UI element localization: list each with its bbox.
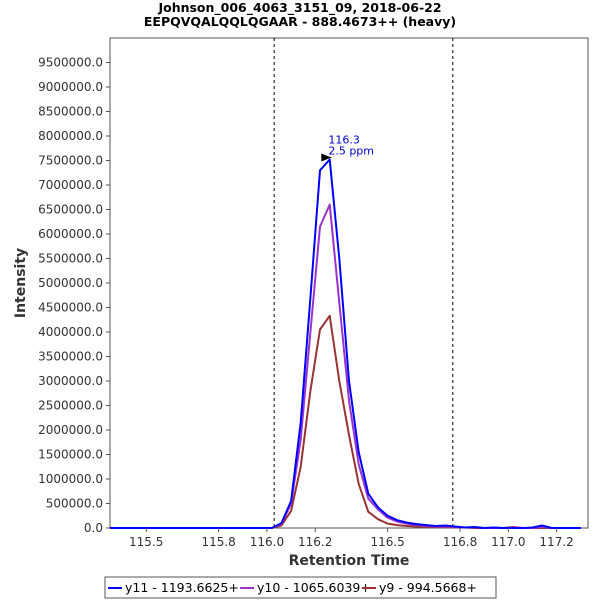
y-tick-label: 3500000.0 xyxy=(38,350,103,364)
y-tick-label: 500000.0 xyxy=(46,497,103,511)
x-tick-label: 115.8 xyxy=(201,535,235,549)
x-axis-ticks: 115.5 115.8 116.0 116.2 116.5 116.8 117.0 117.2 xyxy=(129,528,574,549)
y-tick-label: 9500000.0 xyxy=(38,56,103,70)
y-tick-label: 5000000.0 xyxy=(38,276,103,290)
y-tick-label: 8000000.0 xyxy=(38,129,103,143)
series-layer xyxy=(110,158,581,529)
x-tick-label: 117.2 xyxy=(539,535,573,549)
y-tick-label: 0.0 xyxy=(84,521,103,535)
y-axis-ticks: 0.0 500000.0 1000000.0 1500000.0 2000000.0 25… xyxy=(38,56,110,535)
peak-annotation: 116.32.5 ppm xyxy=(321,134,374,162)
x-tick-label: 116.5 xyxy=(370,535,404,549)
y-tick-label: 4500000.0 xyxy=(38,301,103,315)
legend-entry: y10 - 1065.6039+ xyxy=(257,580,371,595)
y-tick-label: 5500000.0 xyxy=(38,252,103,266)
x-tick-label: 116.0 xyxy=(250,535,284,549)
y-tick-label: 2000000.0 xyxy=(38,423,103,437)
x-tick-label: 115.5 xyxy=(129,535,163,549)
y-axis-label: Intensity xyxy=(13,248,29,318)
plot-area xyxy=(109,37,589,529)
chart-subtitle: EEPQVQALQQLQGAAR - 888.4673++ (heavy) xyxy=(144,14,456,29)
legend-box xyxy=(104,576,497,599)
y-tick-label: 6000000.0 xyxy=(38,227,103,241)
y-tick-label: 1000000.0 xyxy=(38,472,103,486)
x-tick-label: 116.8 xyxy=(443,535,477,549)
y-tick-label: 7000000.0 xyxy=(38,178,103,192)
legend-entry: y9 - 994.5668+ xyxy=(379,580,477,595)
y-tick-label: 2500000.0 xyxy=(38,399,103,413)
reference-lines xyxy=(273,38,454,528)
y-tick-label: 3000000.0 xyxy=(38,374,103,388)
x-tick-label: 117.0 xyxy=(491,535,525,549)
y-tick-label: 7500000.0 xyxy=(38,154,103,168)
series-line xyxy=(110,158,581,529)
x-axis-label: Retention Time xyxy=(289,553,410,569)
peak-annotation-text: 116.3 xyxy=(328,134,360,147)
y-tick-label: 8500000.0 xyxy=(38,105,103,119)
peak-annotation-text: 2.5 ppm xyxy=(328,145,374,158)
legend: y11 - 1193.6625+ y10 - 1065.6039+ y9 - 994… xyxy=(108,580,477,595)
y-tick-label: 6500000.0 xyxy=(38,203,103,217)
y-tick-label: 4000000.0 xyxy=(38,325,103,339)
y-tick-label: 1500000.0 xyxy=(38,448,103,462)
chart-title: Johnson_006_4063_3151_09, 2018-06-22 xyxy=(157,0,441,16)
x-tick-label: 116.2 xyxy=(298,535,332,549)
legend-entry: y11 - 1193.6625+ xyxy=(125,580,239,595)
y-tick-label: 9000000.0 xyxy=(38,80,103,94)
